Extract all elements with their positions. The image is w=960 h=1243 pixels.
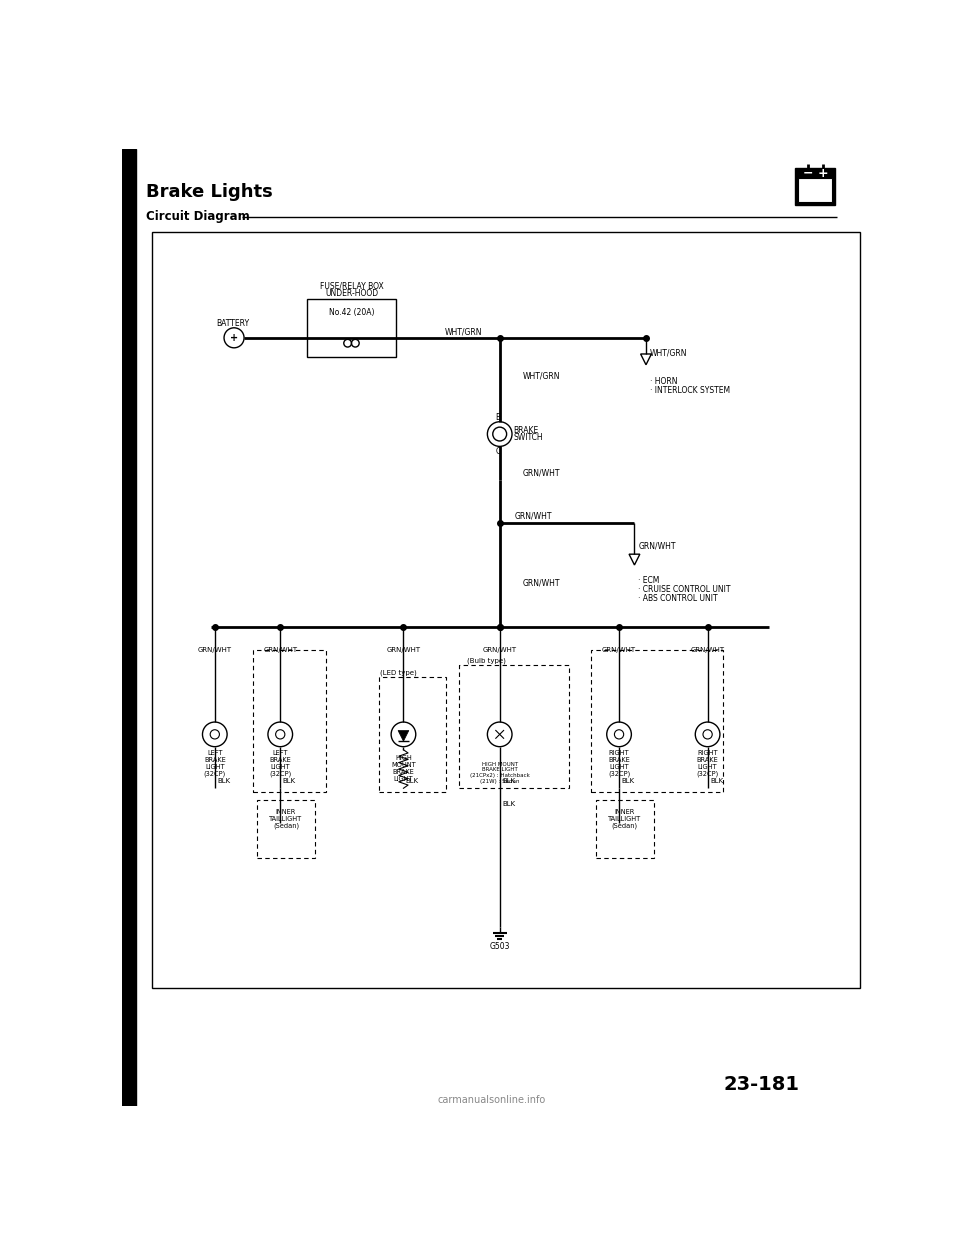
Text: carmanualsonline.info: carmanualsonline.info [438, 1095, 546, 1105]
Text: FUSE/RELAY BOX: FUSE/RELAY BOX [320, 282, 383, 291]
Text: BATTERY: BATTERY [216, 319, 249, 328]
Text: Brake Lights: Brake Lights [146, 183, 273, 200]
Text: LEFT
BRAKE
LIGHT
(32CP): LEFT BRAKE LIGHT (32CP) [204, 750, 226, 777]
Text: BLK: BLK [502, 778, 516, 783]
Text: WHT/GRN: WHT/GRN [444, 327, 482, 336]
Text: · HORN: · HORN [650, 377, 678, 387]
Text: BLK: BLK [709, 778, 723, 783]
Bar [257, 799, 315, 858]
Text: · ECM: · ECM [638, 576, 660, 585]
Text: GRN/WHT: GRN/WHT [602, 646, 636, 653]
Text: BLK: BLK [406, 778, 419, 783]
Text: · INTERLOCK SYSTEM: · INTERLOCK SYSTEM [650, 385, 730, 395]
Bar [591, 650, 723, 792]
Text: · CRUISE CONTROL UNIT: · CRUISE CONTROL UNIT [638, 585, 731, 594]
Text: BLK: BLK [282, 778, 296, 783]
Text: RIGHT
BRAKE
LIGHT
(32CP): RIGHT BRAKE LIGHT (32CP) [696, 750, 719, 777]
Bar [123, 149, 136, 1106]
Text: BLK: BLK [503, 800, 516, 807]
Bar [799, 179, 832, 201]
Bar [152, 232, 860, 988]
Text: GRN/WHT: GRN/WHT [198, 646, 232, 653]
Text: +: + [818, 167, 828, 179]
Text: B: B [495, 413, 501, 421]
Text: GRN/WHT: GRN/WHT [516, 512, 553, 521]
Text: Circuit Diagram: Circuit Diagram [146, 210, 250, 224]
Text: GRN/WHT: GRN/WHT [638, 541, 676, 551]
Text: WHT/GRN: WHT/GRN [650, 349, 687, 358]
Text: 23-181: 23-181 [724, 1075, 800, 1094]
Text: G503: G503 [490, 942, 510, 951]
Text: C: C [495, 446, 501, 455]
Text: No.42 (20A): No.42 (20A) [328, 308, 374, 317]
Bar [459, 665, 569, 788]
Text: · ABS CONTROL UNIT: · ABS CONTROL UNIT [638, 594, 718, 603]
Text: +: + [230, 333, 238, 343]
Text: GRN/WHT: GRN/WHT [386, 646, 420, 653]
Text: (LED type): (LED type) [380, 670, 417, 676]
Text: WHT/GRN: WHT/GRN [523, 372, 561, 380]
Text: HIGH MOUNT
BRAKE LIGHT
(21CPx2) : Hatchback
(21W) : Sedan: HIGH MOUNT BRAKE LIGHT (21CPx2) : Hatchb… [469, 762, 530, 784]
Bar [379, 676, 445, 792]
Text: INNER
TAILLIGHT
(Sedan): INNER TAILLIGHT (Sedan) [609, 809, 641, 829]
Bar [796, 168, 835, 205]
Text: GRN/WHT: GRN/WHT [690, 646, 725, 653]
Text: RIGHT
BRAKE
LIGHT
(32CP): RIGHT BRAKE LIGHT (32CP) [608, 750, 630, 777]
Text: BLK: BLK [621, 778, 635, 783]
Text: (Bulb type): (Bulb type) [467, 658, 506, 665]
Text: GRN/WHT: GRN/WHT [483, 646, 516, 653]
Text: INNER
TAILLIGHT
(Sedan): INNER TAILLIGHT (Sedan) [270, 809, 302, 829]
Text: UNDER-HOOD: UNDER-HOOD [324, 288, 378, 297]
Text: −: − [803, 167, 813, 179]
Text: GRN/WHT: GRN/WHT [523, 578, 561, 587]
Text: LEFT
BRAKE
LIGHT
(32CP): LEFT BRAKE LIGHT (32CP) [269, 750, 292, 777]
Text: HIGH
MOUNT
BRAKE
LIGHT: HIGH MOUNT BRAKE LIGHT [391, 755, 416, 782]
Text: GRN/WHT: GRN/WHT [263, 646, 298, 653]
Bar [253, 650, 326, 792]
Polygon shape [398, 731, 409, 741]
Bar [307, 300, 396, 357]
Bar [596, 799, 654, 858]
Text: SWITCH: SWITCH [514, 434, 543, 443]
Text: BLK: BLK [217, 778, 230, 783]
Text: GRN/WHT: GRN/WHT [523, 469, 561, 477]
Text: BRAKE: BRAKE [514, 425, 539, 435]
